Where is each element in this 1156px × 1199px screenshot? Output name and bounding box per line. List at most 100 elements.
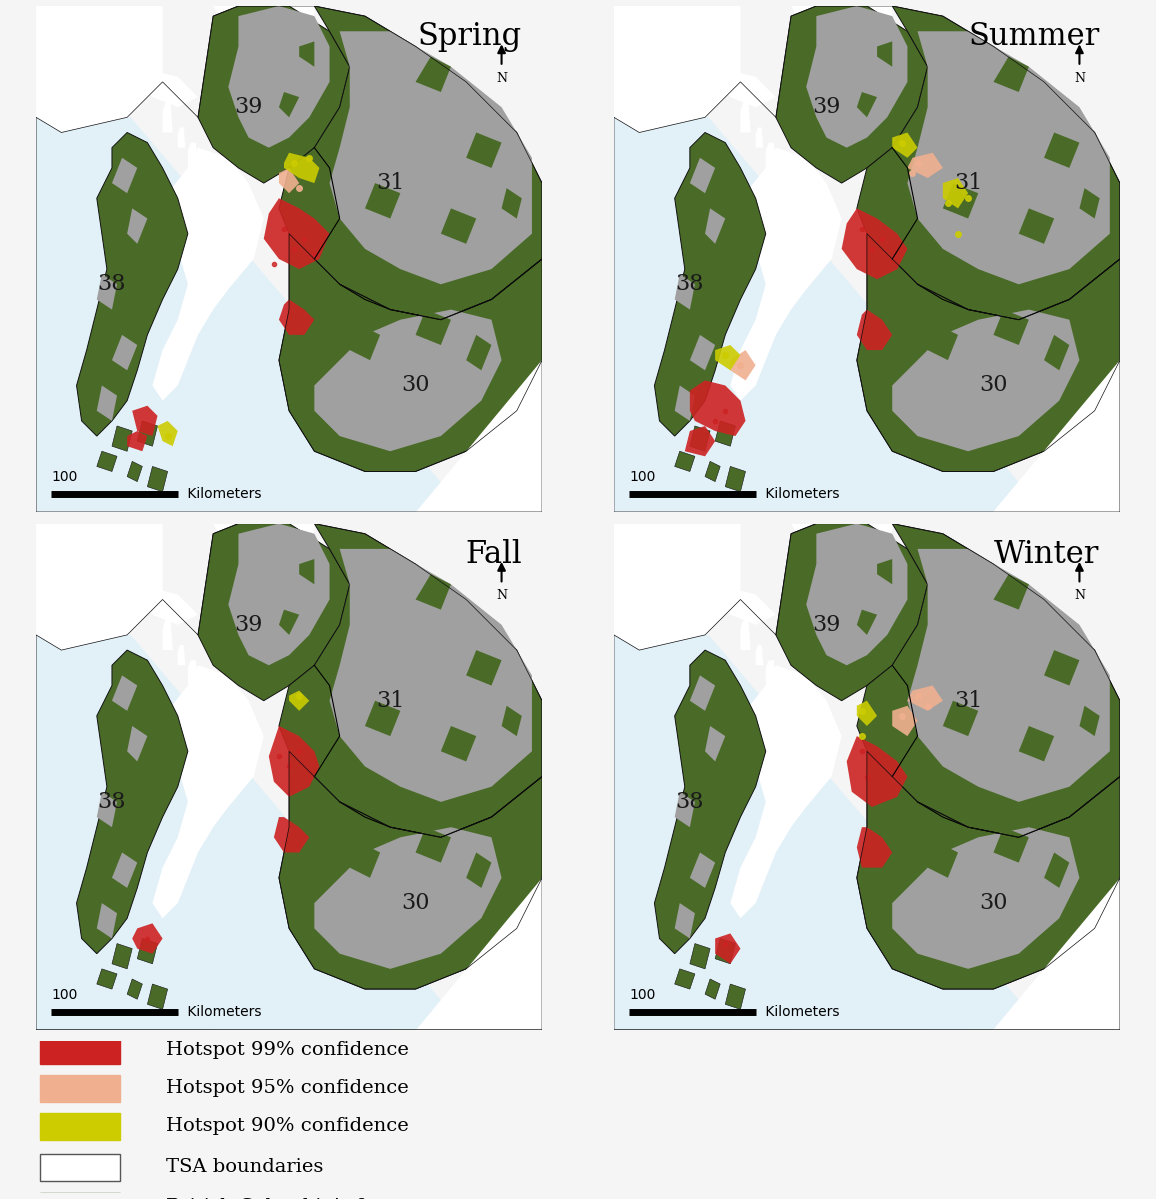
Bar [40, 1193, 120, 1199]
Polygon shape [138, 421, 157, 446]
Polygon shape [36, 524, 466, 1030]
Polygon shape [1044, 132, 1080, 168]
Text: 39: 39 [235, 614, 262, 635]
Polygon shape [705, 462, 720, 482]
Polygon shape [1018, 209, 1054, 243]
Polygon shape [614, 22, 1009, 512]
Polygon shape [756, 127, 763, 147]
Polygon shape [279, 234, 542, 471]
Polygon shape [705, 209, 725, 243]
Polygon shape [329, 31, 532, 284]
Polygon shape [993, 827, 1029, 862]
Polygon shape [690, 47, 741, 97]
Polygon shape [791, 524, 892, 559]
Polygon shape [857, 752, 1120, 989]
Polygon shape [806, 524, 907, 665]
Polygon shape [731, 665, 842, 918]
Polygon shape [877, 559, 892, 584]
Polygon shape [654, 132, 765, 436]
Polygon shape [892, 132, 918, 158]
Polygon shape [274, 817, 310, 852]
Polygon shape [857, 92, 877, 118]
Text: 100: 100 [629, 470, 655, 484]
Polygon shape [466, 650, 502, 686]
Polygon shape [365, 700, 400, 736]
Polygon shape [264, 198, 329, 269]
Polygon shape [76, 132, 188, 436]
Polygon shape [198, 524, 350, 700]
Polygon shape [943, 183, 978, 218]
Polygon shape [725, 984, 746, 1010]
Polygon shape [279, 609, 299, 635]
Polygon shape [112, 47, 163, 97]
Polygon shape [36, 615, 314, 1030]
Text: Kilometers: Kilometers [183, 487, 261, 501]
Polygon shape [97, 275, 117, 309]
Polygon shape [690, 158, 716, 193]
Text: Hotspot 90% confidence: Hotspot 90% confidence [166, 1117, 409, 1135]
Text: N: N [496, 590, 507, 602]
Polygon shape [440, 209, 476, 243]
Polygon shape [279, 92, 299, 118]
Polygon shape [279, 6, 542, 320]
Polygon shape [36, 183, 213, 512]
Polygon shape [1044, 852, 1069, 888]
Polygon shape [314, 309, 502, 451]
Polygon shape [892, 309, 1080, 451]
Text: 31: 31 [954, 689, 983, 712]
Polygon shape [1080, 706, 1099, 736]
Text: 100: 100 [51, 470, 77, 484]
Polygon shape [36, 584, 350, 1030]
Polygon shape [806, 6, 907, 147]
Text: 39: 39 [813, 614, 840, 635]
Text: Summer: Summer [969, 22, 1099, 53]
Polygon shape [614, 650, 842, 1030]
Polygon shape [614, 42, 968, 512]
Polygon shape [756, 645, 763, 665]
Polygon shape [614, 6, 741, 132]
Text: 30: 30 [401, 892, 430, 914]
Polygon shape [690, 380, 746, 436]
Polygon shape [907, 31, 1110, 284]
Polygon shape [892, 827, 1080, 969]
Polygon shape [993, 878, 1120, 1030]
Polygon shape [765, 143, 776, 168]
Text: 38: 38 [98, 791, 126, 813]
Polygon shape [765, 661, 776, 686]
Polygon shape [684, 426, 716, 457]
Polygon shape [776, 6, 927, 183]
Polygon shape [350, 843, 380, 878]
Text: Kilometers: Kilometers [761, 487, 839, 501]
Polygon shape [614, 538, 1009, 1030]
Polygon shape [927, 843, 958, 878]
Polygon shape [36, 650, 264, 1030]
Polygon shape [213, 42, 229, 67]
Polygon shape [466, 132, 502, 168]
Polygon shape [614, 132, 842, 512]
Polygon shape [112, 564, 163, 615]
Text: 39: 39 [235, 96, 262, 119]
Polygon shape [112, 335, 138, 370]
Polygon shape [690, 675, 716, 711]
Text: 30: 30 [979, 892, 1008, 914]
Polygon shape [993, 56, 1029, 92]
Polygon shape [716, 934, 741, 964]
Polygon shape [415, 574, 451, 609]
Polygon shape [415, 878, 542, 1030]
Polygon shape [842, 209, 907, 279]
Polygon shape [725, 466, 746, 492]
Polygon shape [675, 969, 695, 989]
Polygon shape [927, 325, 958, 360]
Polygon shape [188, 661, 198, 686]
Bar [40, 1113, 120, 1140]
Polygon shape [502, 706, 521, 736]
Polygon shape [229, 524, 329, 665]
Polygon shape [178, 127, 185, 147]
Polygon shape [36, 42, 391, 512]
Polygon shape [415, 56, 451, 92]
Polygon shape [36, 6, 466, 512]
Text: TSA boundaries: TSA boundaries [166, 1158, 324, 1176]
Polygon shape [36, 538, 431, 1030]
Polygon shape [690, 426, 710, 451]
Text: 31: 31 [376, 173, 405, 194]
